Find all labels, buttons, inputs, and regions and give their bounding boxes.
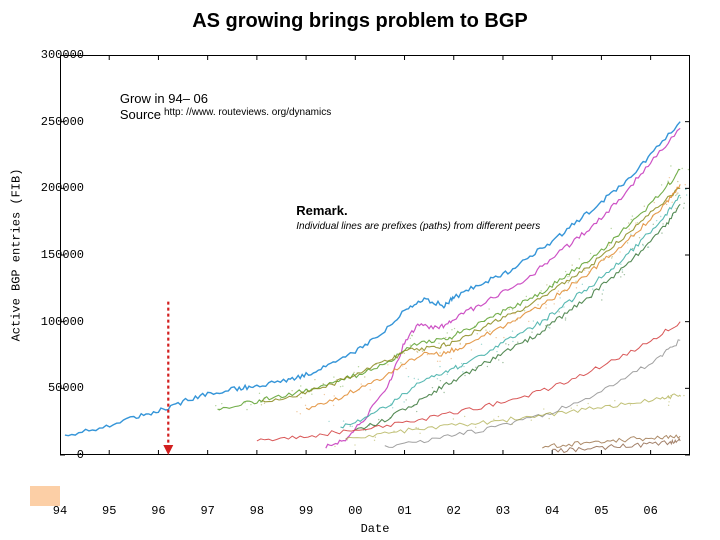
- ytick-label: 300000: [34, 48, 84, 62]
- xtick-label: 05: [594, 504, 608, 518]
- ytick-label: 250000: [34, 115, 84, 129]
- xtick-label: 95: [102, 504, 116, 518]
- xtick-label: 00: [348, 504, 362, 518]
- ytick-label: 0: [34, 448, 84, 462]
- annotation: Grow in 94– 06: [120, 91, 208, 106]
- xtick-label: 96: [151, 504, 165, 518]
- xtick-label: 06: [643, 504, 657, 518]
- xtick-label: 02: [447, 504, 461, 518]
- x-axis-label: Date: [60, 522, 690, 536]
- page-number-box: [30, 486, 60, 506]
- y-axis-label: Active BGP entries (FIB): [6, 55, 26, 455]
- ytick-label: 200000: [34, 181, 84, 195]
- slide: { "title": { "text": "AS growing brings …: [0, 0, 720, 540]
- annotation: Source: [120, 107, 161, 122]
- xtick-label: 94: [53, 504, 67, 518]
- xtick-label: 03: [496, 504, 510, 518]
- ytick-label: 150000: [34, 248, 84, 262]
- ytick-label: 50000: [34, 381, 84, 395]
- xtick-label: 99: [299, 504, 313, 518]
- chart-title: AS growing brings problem to BGP: [0, 10, 720, 33]
- annotation: Remark.: [296, 203, 347, 218]
- ytick-label: 100000: [34, 315, 84, 329]
- xtick-label: 97: [200, 504, 214, 518]
- annotation: Individual lines are prefixes (paths) fr…: [296, 221, 540, 232]
- xtick-label: 01: [397, 504, 411, 518]
- annotation: http: //www. routeviews. org/dynamics: [164, 107, 331, 118]
- xtick-label: 04: [545, 504, 559, 518]
- xtick-label: 98: [250, 504, 264, 518]
